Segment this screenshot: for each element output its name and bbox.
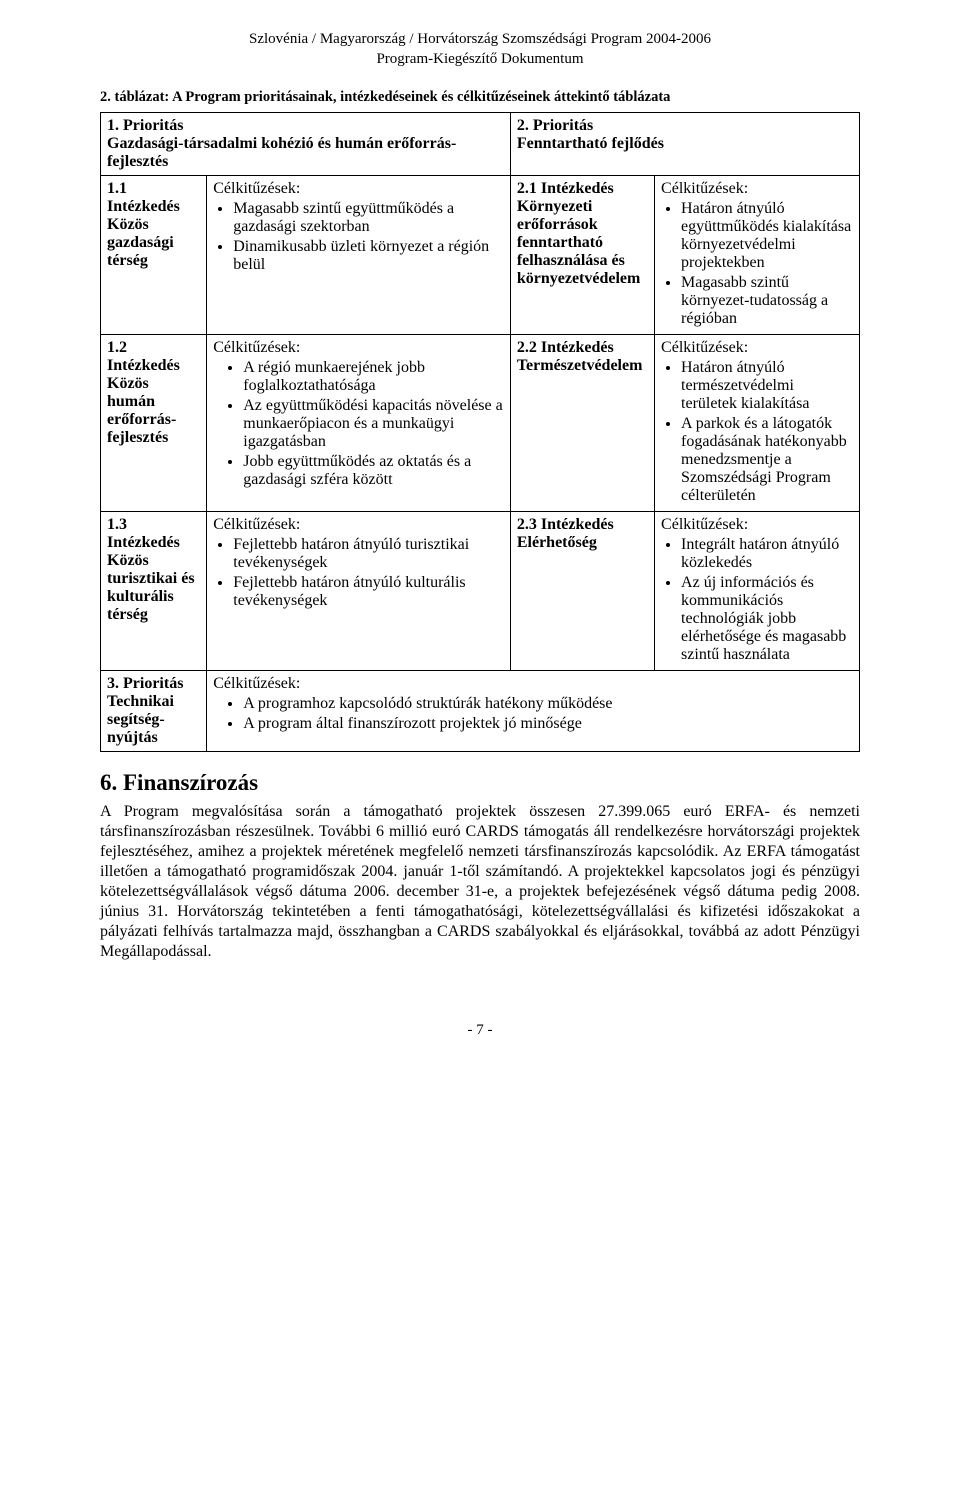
- table-row: 1.2 Intézkedés Közös humán erőforrás-fej…: [101, 335, 860, 512]
- row21-objectives: Célkitűzések: Határon átnyúló együttműkö…: [655, 176, 860, 335]
- objectives-label: Célkitűzések:: [213, 339, 300, 356]
- row11-objectives: Célkitűzések: Magasabb szintű együttműkö…: [207, 176, 511, 335]
- list: Fejlettebb határon átnyúló turisztikai t…: [213, 536, 504, 610]
- priority1-subtitle: Gazdasági-társadalmi kohézió és humán er…: [107, 135, 456, 170]
- row21-title: 2.1 Intézkedés Környezeti erőforrások fe…: [510, 176, 654, 335]
- objectives-label: Célkitűzések:: [661, 180, 748, 197]
- row23-title: 2.3 Intézkedés Elérhetőség: [510, 512, 654, 671]
- table-row: 1.1 Intézkedés Közös gazdasági térség Cé…: [101, 176, 860, 335]
- list-item: Magasabb szintű környezet-tudatosság a r…: [681, 274, 853, 328]
- list: Integrált határon átnyúló közlekedés Az …: [661, 536, 853, 664]
- row22-title: 2.2 Intézkedés Természetvédelem: [510, 335, 654, 512]
- table-row: 1. Prioritás Gazdasági-társadalmi kohézi…: [101, 113, 860, 176]
- row3-left-title: 3. Prioritás Technikai segítség-nyújtás: [101, 671, 207, 752]
- objectives-label: Célkitűzések:: [661, 516, 748, 533]
- table-row: 1.3 Intézkedés Közös turisztikai és kult…: [101, 512, 860, 671]
- list-item: Magasabb szintű együttműködés a gazdaság…: [233, 200, 504, 236]
- list: A programhoz kapcsolódó struktúrák haték…: [213, 695, 853, 733]
- header-line1: Szlovénia / Magyarország / Horvátország …: [100, 30, 860, 50]
- row23-objectives: Célkitűzések: Integrált határon átnyúló …: [655, 512, 860, 671]
- row12-left-title: 1.2 Intézkedés Közös humán erőforrás-fej…: [101, 335, 207, 512]
- row22-objectives: Célkitűzések: Határon átnyúló természetv…: [655, 335, 860, 512]
- row13-objectives: Célkitűzések: Fejlettebb határon átnyúló…: [207, 512, 511, 671]
- list-item: A programhoz kapcsolódó struktúrák haték…: [243, 695, 853, 713]
- list-item: Dinamikusabb üzleti környezet a régión b…: [233, 238, 504, 274]
- list-item: Az új információs és kommunikációs techn…: [681, 574, 853, 664]
- section-6-title: 6. Finanszírozás: [100, 770, 860, 796]
- priority2-subtitle: Fenntartható fejlődés: [517, 135, 664, 152]
- list: Magasabb szintű együttműködés a gazdaság…: [213, 200, 504, 274]
- objectives-label: Célkitűzések:: [213, 180, 300, 197]
- page-number: - 7 -: [100, 1022, 860, 1039]
- header-line2: Program-Kiegészítő Dokumentum: [100, 50, 860, 70]
- table-caption: 2. táblázat: A Program prioritásainak, i…: [100, 89, 860, 106]
- list-item: A parkok és a látogatók fogadásának haté…: [681, 415, 853, 505]
- page-container: Szlovénia / Magyarország / Horvátország …: [0, 0, 960, 1069]
- row13-left-title: 1.3 Intézkedés Közös turisztikai és kult…: [101, 512, 207, 671]
- doc-header: Szlovénia / Magyarország / Horvátország …: [100, 30, 860, 69]
- list: A régió munkaerejének jobb foglalkoztath…: [213, 359, 504, 489]
- priority2-title: 2. Prioritás: [517, 117, 593, 134]
- list: Határon átnyúló együttműködés kialakítás…: [661, 200, 853, 328]
- row3-objectives: Célkitűzések: A programhoz kapcsolódó st…: [207, 671, 860, 752]
- list-item: Határon átnyúló természetvédelmi terület…: [681, 359, 853, 413]
- list-item: A program által finanszírozott projektek…: [243, 715, 853, 733]
- objectives-label: Célkitűzések:: [213, 516, 300, 533]
- list-item: Fejlettebb határon átnyúló kulturális te…: [233, 574, 504, 610]
- table-row: 3. Prioritás Technikai segítség-nyújtás …: [101, 671, 860, 752]
- section-6-body: A Program megvalósítása során a támogath…: [100, 802, 860, 962]
- row12-objectives: Célkitűzések: A régió munkaerejének jobb…: [207, 335, 511, 512]
- list-item: Integrált határon átnyúló közlekedés: [681, 536, 853, 572]
- priority1-header: 1. Prioritás Gazdasági-társadalmi kohézi…: [101, 113, 511, 176]
- list-item: Fejlettebb határon átnyúló turisztikai t…: [233, 536, 504, 572]
- program-table: 1. Prioritás Gazdasági-társadalmi kohézi…: [100, 112, 860, 752]
- list-item: Az együttműködési kapacitás növelése a m…: [243, 397, 504, 451]
- objectives-label: Célkitűzések:: [661, 339, 748, 356]
- list-item: A régió munkaerejének jobb foglalkoztath…: [243, 359, 504, 395]
- list: Határon átnyúló természetvédelmi terület…: [661, 359, 853, 505]
- objectives-label: Célkitűzések:: [213, 675, 300, 692]
- priority1-title: 1. Prioritás: [107, 117, 183, 134]
- list-item: Jobb együttműködés az oktatás és a gazda…: [243, 453, 504, 489]
- row11-left-title: 1.1 Intézkedés Közös gazdasági térség: [101, 176, 207, 335]
- list-item: Határon átnyúló együttműködés kialakítás…: [681, 200, 853, 272]
- priority2-header: 2. Prioritás Fenntartható fejlődés: [510, 113, 859, 176]
